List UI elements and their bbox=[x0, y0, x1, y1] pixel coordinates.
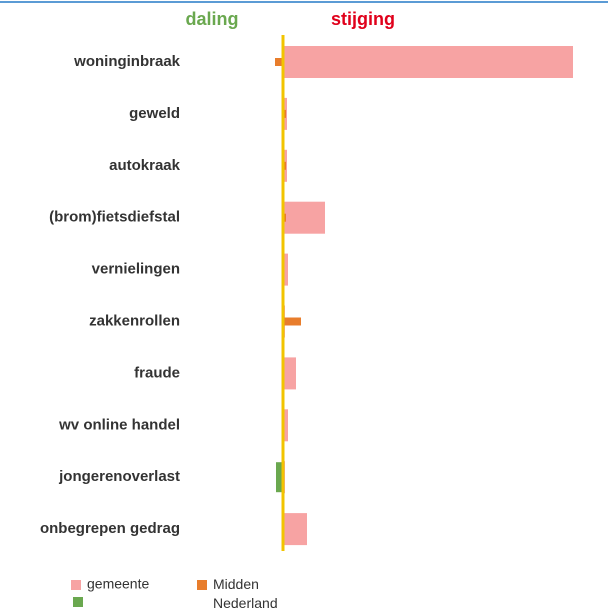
category-label: zakkenrollen bbox=[89, 312, 180, 329]
category-label: jongerenoverlast bbox=[58, 468, 180, 485]
category-label: woninginbraak bbox=[73, 53, 181, 70]
bar bbox=[283, 409, 288, 442]
legend-swatch bbox=[73, 597, 83, 607]
category-label: fraude bbox=[134, 364, 180, 381]
bar bbox=[275, 58, 283, 66]
header-right: stijging bbox=[331, 9, 395, 29]
category-label: wv online handel bbox=[58, 416, 180, 433]
legend-swatch bbox=[197, 580, 207, 590]
bar bbox=[276, 462, 283, 493]
bar bbox=[283, 253, 288, 286]
legend-swatch bbox=[71, 580, 81, 590]
bar bbox=[283, 46, 573, 78]
legend-label: Midden Nederland bbox=[213, 576, 278, 611]
legend-label: gemeente bbox=[87, 576, 149, 592]
header-left: daling bbox=[186, 9, 239, 29]
bar bbox=[283, 357, 296, 390]
category-label: onbegrepen gedrag bbox=[40, 520, 180, 537]
category-label: geweld bbox=[129, 105, 180, 122]
category-label: vernielingen bbox=[92, 261, 180, 278]
bar bbox=[283, 201, 325, 234]
bar bbox=[283, 317, 301, 326]
bar bbox=[283, 513, 307, 546]
category-label: autokraak bbox=[109, 157, 181, 174]
category-label: (brom)fietsdiefstal bbox=[49, 209, 180, 226]
